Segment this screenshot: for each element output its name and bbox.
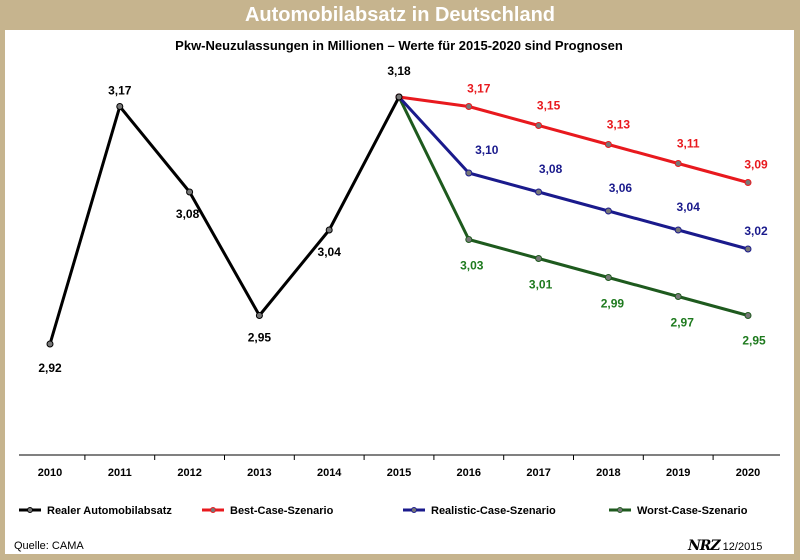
data-point	[395, 93, 403, 101]
data-label: 3,08	[176, 207, 200, 221]
x-tick-label: 2013	[247, 467, 271, 479]
chart-subtitle: Pkw-Neuzulassungen in Millionen – Werte …	[175, 38, 623, 53]
data-label: 3,04	[677, 200, 701, 214]
data-point	[465, 103, 473, 110]
data-point	[46, 340, 54, 348]
x-tick-label: 2020	[736, 467, 760, 479]
legend-marker	[210, 507, 216, 513]
x-tick-label: 2015	[387, 467, 411, 479]
data-label: 2,92	[38, 361, 62, 375]
data-label: 3,09	[744, 158, 768, 172]
legend-label: Realistic-Case-Szenario	[431, 505, 556, 517]
source-note: Quelle: CAMA	[14, 540, 84, 552]
legend-label: Worst-Case-Szenario	[637, 505, 748, 517]
series-line-2	[397, 95, 749, 251]
legend: Realer Automobilabsatz Best-Case-Szenario…	[19, 505, 748, 517]
publication-date: 12/2015	[722, 541, 763, 553]
data-label: 3,18	[387, 64, 411, 78]
data-point	[674, 226, 682, 234]
data-point	[744, 179, 752, 186]
data-label: 2,95	[248, 331, 272, 345]
data-label: 3,11	[677, 137, 700, 151]
data-label: 3,02	[744, 224, 768, 238]
data-label: 3,13	[607, 118, 631, 132]
series-line-0	[48, 96, 401, 345]
data-point	[744, 312, 752, 319]
x-tick-label: 2019	[666, 467, 690, 479]
x-tick-label: 2014	[317, 467, 342, 479]
data-label: 2,97	[671, 316, 695, 330]
chart-panel: Pkw-Neuzulassungen in Millionen – Werte …	[5, 30, 794, 554]
data-point	[116, 103, 124, 110]
brand-logo: NRZ	[688, 538, 721, 554]
data-point	[674, 160, 682, 167]
data-point	[604, 207, 612, 215]
data-label: 3,10	[475, 143, 499, 157]
data-label: 3,03	[460, 259, 484, 273]
x-tick-label: 2011	[108, 467, 132, 479]
x-tick-label: 2016	[457, 467, 481, 479]
data-point	[325, 226, 333, 234]
data-label: 3,15	[537, 99, 561, 113]
series-layer: 2,92 3,17 3,08 2,95 3,04 3,18 3,17 3,15 3,13 3,11…	[38, 64, 768, 375]
data-point	[255, 312, 263, 319]
data-label: 3,06	[609, 181, 633, 195]
data-label: 3,01	[529, 278, 553, 292]
data-label: 3,04	[318, 245, 342, 259]
x-tick-label: 2018	[596, 467, 620, 479]
brand-mark: NRZ 12/2015	[688, 538, 762, 554]
data-label: 2,99	[601, 297, 625, 311]
legend-marker	[27, 507, 33, 513]
data-label: 3,17	[467, 82, 491, 96]
data-point	[465, 236, 473, 243]
page-title: Automobilabsatz in Deutschland	[244, 4, 556, 26]
data-label: 3,17	[108, 84, 132, 98]
data-point	[465, 169, 473, 177]
line-chart: Pkw-Neuzulassungen in Millionen – Werte …	[19, 38, 780, 517]
data-point	[674, 293, 682, 300]
data-point	[604, 274, 612, 281]
data-label: 2,95	[742, 334, 766, 348]
data-label: 3,08	[539, 162, 563, 176]
x-tick-label: 2017	[526, 467, 550, 479]
data-point	[535, 255, 543, 262]
legend-marker	[617, 507, 623, 513]
x-tick-label: 2012	[177, 467, 201, 479]
x-tick-label: 2010	[38, 467, 62, 479]
series-line-1	[398, 95, 749, 184]
series-line-3	[397, 96, 749, 317]
data-point	[744, 245, 752, 253]
legend-marker	[411, 507, 417, 513]
x-axis-ticks: 2010 2011 2012 2013 2014 2015 2016 2017 2018 2019…	[38, 455, 760, 479]
data-point	[604, 141, 612, 148]
data-point	[535, 122, 543, 129]
data-point	[535, 188, 543, 196]
legend-label: Best-Case-Szenario	[230, 505, 334, 517]
legend-label: Realer Automobilabsatz	[47, 505, 172, 517]
data-point	[186, 188, 194, 196]
